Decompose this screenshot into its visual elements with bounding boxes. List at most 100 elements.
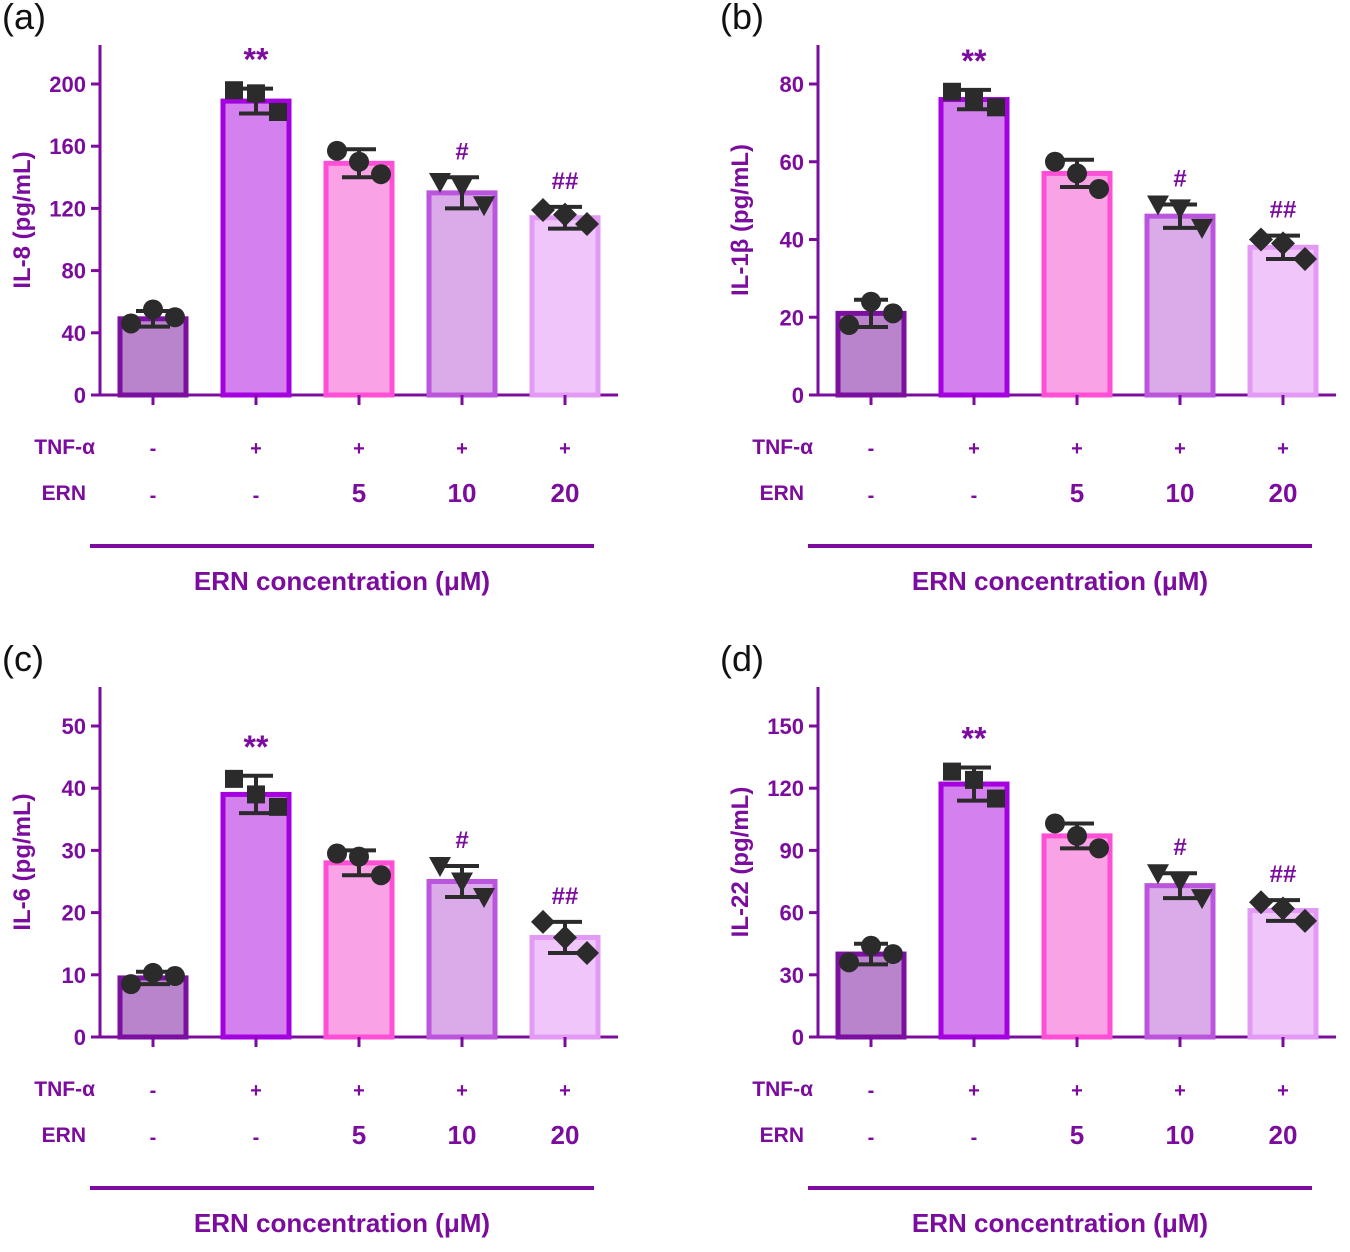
panel-label: (c): [2, 638, 44, 679]
data-point: [121, 313, 141, 334]
ern-value: -: [971, 1127, 978, 1149]
bar: [1041, 170, 1113, 398]
y-tick-label: 20: [780, 305, 804, 330]
tnf-value: -: [150, 1080, 157, 1102]
bar: [426, 190, 498, 398]
tnf-value: +: [968, 438, 980, 460]
data-point: [861, 935, 881, 956]
ern-value: 5: [352, 1120, 366, 1150]
significance-label: ##: [1270, 861, 1297, 888]
row-label-ern: ERN: [42, 482, 86, 505]
y-tick-label: 0: [792, 383, 804, 408]
bar: [323, 860, 395, 1040]
y-tick-label: 0: [74, 383, 86, 408]
panel-d: 0 30 60 90 120 150 IL-22 (pg/mL) - - ** + - +5 # +10 ##…: [718, 638, 1350, 1252]
tnf-value: -: [150, 438, 157, 460]
significance-label: **: [962, 43, 987, 79]
data-point: [575, 211, 599, 236]
panel-a: 0 40 80 120 160 200 IL-8 (pg/mL) - - ** + - +5 # +10 ##…: [0, 0, 675, 610]
ern-value: -: [971, 485, 978, 507]
ern-value: 10: [448, 1120, 477, 1150]
data-point: [327, 140, 347, 161]
ern-value: 10: [448, 478, 477, 508]
tnf-value: +: [1071, 1080, 1083, 1102]
data-point: [1293, 908, 1317, 933]
significance-label: #: [1173, 834, 1186, 861]
x-axis-label: ERN concentration (μM): [194, 566, 490, 596]
ern-value: 5: [1070, 478, 1084, 508]
data-point: [1147, 864, 1169, 885]
bar: [938, 97, 1010, 398]
tnf-value: +: [559, 1080, 571, 1102]
bar: [529, 215, 601, 398]
tnf-value: +: [250, 1080, 262, 1102]
y-axis-label: IL-22 (pg/mL): [727, 787, 754, 938]
y-tick-label: 10: [62, 963, 86, 988]
y-tick-label: 60: [780, 150, 804, 175]
data-point: [225, 769, 243, 788]
data-point: [1271, 231, 1295, 256]
data-point: [143, 962, 163, 983]
data-point: [1271, 896, 1295, 921]
data-point: [247, 785, 265, 804]
significance-label: **: [244, 42, 269, 78]
y-tick-label: 120: [49, 196, 86, 221]
bar: [117, 316, 189, 398]
y-tick-label: 80: [62, 259, 86, 284]
data-point: [451, 872, 473, 893]
data-point: [943, 762, 961, 781]
y-tick-label: 80: [780, 72, 804, 97]
significance-label: ##: [1270, 197, 1297, 224]
y-axis-label: IL-8 (pg/mL): [9, 151, 36, 288]
data-point: [575, 941, 599, 966]
y-tick-label: 50: [62, 714, 86, 739]
data-point: [965, 90, 983, 109]
data-point: [473, 196, 495, 217]
panel-label: (a): [2, 0, 46, 37]
data-point: [269, 102, 287, 121]
data-point: [553, 925, 577, 950]
data-point: [269, 797, 287, 816]
panel-c: 0 10 20 30 40 50 IL-6 (pg/mL) - - ** + - +5 # +10 ## +20…: [0, 638, 675, 1252]
data-point: [531, 197, 555, 222]
y-tick-label: 120: [767, 776, 804, 801]
chart-a: 0 40 80 120 160 200 IL-8 (pg/mL) - - ** + - +5 # +10 ##…: [9, 42, 618, 596]
data-point: [883, 303, 903, 324]
ern-value: -: [150, 1127, 157, 1149]
data-point: [1191, 218, 1213, 239]
tnf-value: +: [250, 438, 262, 460]
ern-value: -: [868, 1127, 875, 1149]
data-point: [1045, 813, 1065, 834]
chart-b: 0 20 40 60 80 IL-1β (pg/mL) - - ** + - +5 # +10 ## +20 T…: [727, 43, 1336, 596]
bar: [1144, 213, 1216, 398]
data-point: [883, 944, 903, 965]
data-point: [451, 177, 473, 198]
significance-label: ##: [552, 168, 579, 195]
data-point: [327, 843, 347, 864]
significance-label: **: [244, 729, 269, 765]
ern-value: -: [253, 485, 260, 507]
ern-value: -: [150, 485, 157, 507]
data-point: [1293, 246, 1317, 271]
data-point: [553, 202, 577, 227]
tnf-value: +: [456, 438, 468, 460]
data-point: [349, 151, 369, 172]
data-point: [987, 789, 1005, 808]
y-tick-label: 150: [767, 714, 804, 739]
data-point: [165, 307, 185, 328]
data-point: [839, 315, 859, 336]
ern-value: -: [253, 1127, 260, 1149]
bar: [323, 160, 395, 398]
ern-value: 20: [551, 478, 580, 508]
data-point: [121, 974, 141, 995]
tnf-value: +: [1277, 438, 1289, 460]
data-point: [1147, 195, 1169, 216]
y-tick-label: 40: [780, 228, 804, 253]
tnf-value: +: [1277, 1080, 1289, 1102]
chart-d: 0 30 60 90 120 150 IL-22 (pg/mL) - - ** + - +5 # +10 ##…: [727, 687, 1336, 1238]
data-point: [1045, 151, 1065, 172]
significance-label: #: [1173, 166, 1186, 193]
tnf-value: -: [868, 1080, 875, 1102]
row-label-tnf: TNF-α: [34, 1078, 95, 1101]
row-label-tnf: TNF-α: [752, 1078, 813, 1101]
